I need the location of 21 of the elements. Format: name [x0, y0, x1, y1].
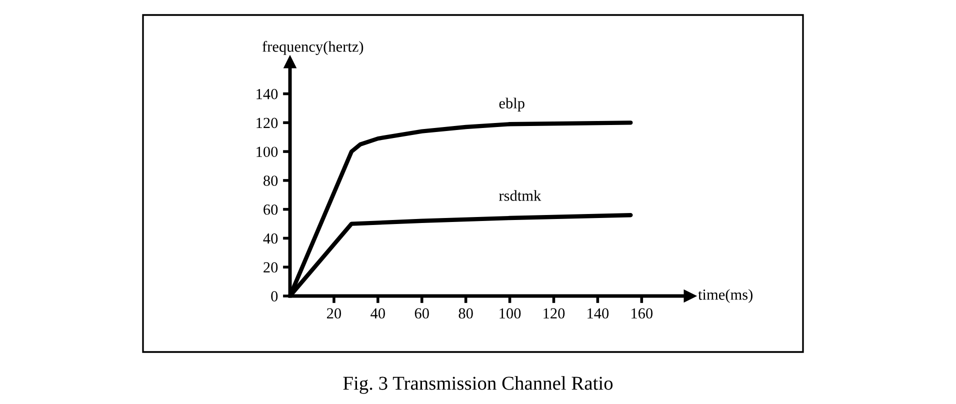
y-tick-label: 0	[271, 291, 278, 302]
x-tick-label: 100	[500, 308, 521, 319]
y-tick-label: 40	[263, 233, 278, 244]
x-tick-label: 120	[544, 308, 565, 319]
series-label: eblp	[499, 98, 524, 112]
x-tick-label: 20	[326, 308, 342, 319]
x-axis-title: time(ms)	[698, 289, 752, 303]
y-tick-label: 140	[256, 88, 278, 100]
x-tick-label: 140	[588, 308, 609, 319]
y-axis-title: frequency(hertz)	[262, 40, 364, 55]
y-tick-label: 60	[264, 204, 278, 215]
series-label: rsdtmk	[499, 190, 542, 201]
x-tick-label: 60	[414, 308, 429, 319]
y-tick-label: 120	[256, 118, 278, 128]
x-tick-label: 160	[632, 308, 653, 319]
caption: Fig. 3 Transmission Channel Ratio	[343, 376, 613, 394]
y-tick-label: 20	[264, 262, 278, 273]
x-tick-label: 80	[458, 308, 473, 319]
x-tick-label: 40	[370, 308, 385, 319]
y-tick-label: 80	[264, 176, 278, 186]
y-tick-label: 100	[256, 146, 278, 158]
